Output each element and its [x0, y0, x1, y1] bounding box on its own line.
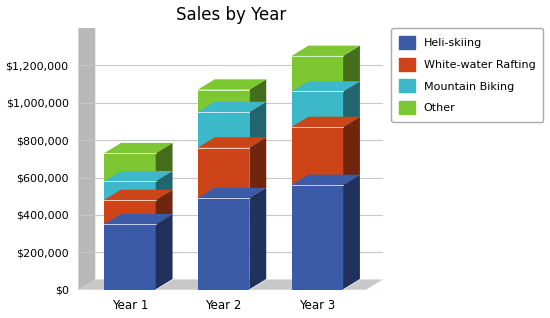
- Polygon shape: [198, 102, 266, 112]
- Polygon shape: [104, 181, 156, 200]
- Polygon shape: [104, 171, 173, 181]
- Polygon shape: [198, 79, 266, 90]
- Polygon shape: [198, 188, 266, 198]
- Polygon shape: [104, 153, 156, 181]
- Polygon shape: [292, 46, 360, 56]
- Polygon shape: [104, 224, 156, 290]
- Polygon shape: [198, 148, 249, 198]
- Polygon shape: [343, 117, 360, 185]
- Title: Sales by Year: Sales by Year: [175, 5, 286, 24]
- Polygon shape: [292, 117, 360, 127]
- Polygon shape: [156, 190, 173, 224]
- Polygon shape: [104, 280, 173, 290]
- Polygon shape: [292, 175, 360, 185]
- Polygon shape: [249, 79, 266, 112]
- Polygon shape: [249, 137, 266, 198]
- Polygon shape: [292, 280, 360, 290]
- Polygon shape: [198, 90, 249, 112]
- Polygon shape: [292, 127, 343, 185]
- Polygon shape: [198, 280, 266, 290]
- Polygon shape: [104, 214, 173, 224]
- Polygon shape: [249, 188, 266, 290]
- Polygon shape: [156, 214, 173, 290]
- Polygon shape: [292, 92, 343, 127]
- Polygon shape: [104, 143, 173, 153]
- Polygon shape: [198, 137, 266, 148]
- Polygon shape: [343, 46, 360, 92]
- Polygon shape: [292, 185, 343, 290]
- Polygon shape: [104, 200, 156, 224]
- Polygon shape: [104, 190, 173, 200]
- Polygon shape: [292, 56, 343, 92]
- Polygon shape: [198, 198, 249, 290]
- Polygon shape: [198, 112, 249, 148]
- Polygon shape: [79, 280, 383, 290]
- Polygon shape: [343, 175, 360, 290]
- Polygon shape: [292, 81, 360, 92]
- Polygon shape: [79, 17, 95, 290]
- Polygon shape: [156, 143, 173, 181]
- Legend: Heli-skiing, White-water Rafting, Mountain Biking, Other: Heli-skiing, White-water Rafting, Mounta…: [392, 28, 543, 122]
- Polygon shape: [249, 102, 266, 148]
- Polygon shape: [343, 81, 360, 127]
- Polygon shape: [156, 171, 173, 200]
